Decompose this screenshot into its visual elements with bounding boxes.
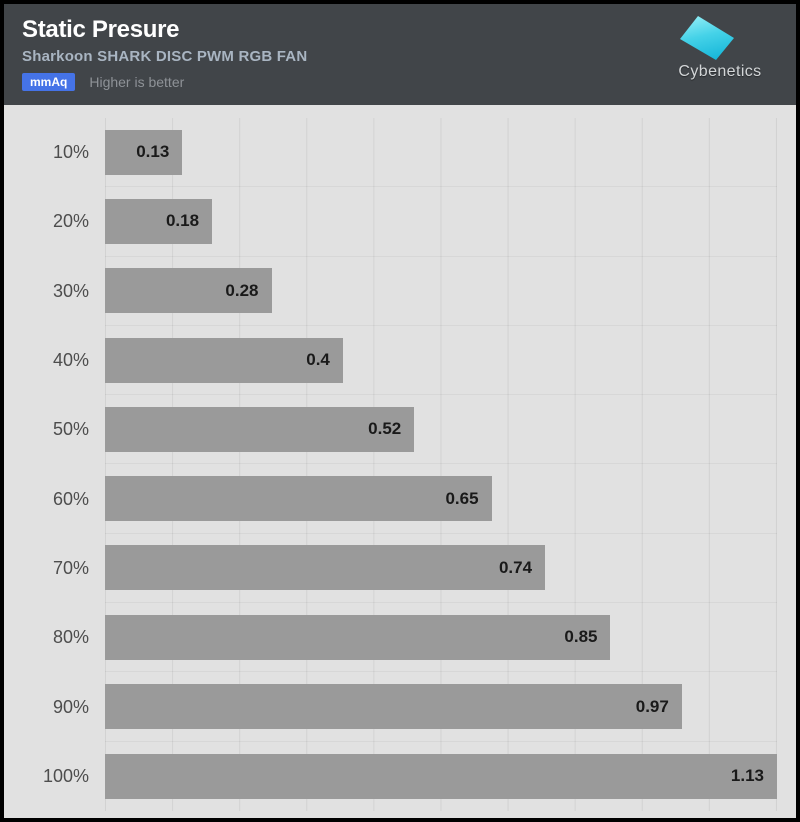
bar-value-label: 0.13 [136,142,170,162]
bar: 0.13 [105,129,183,175]
page-title: Static Presure [22,16,180,43]
row-plot: 0.97 [105,672,777,742]
bar: 0.52 [105,406,415,452]
bar: 0.28 [105,268,272,314]
bar-value-label: 0.28 [225,280,259,300]
badge-row: mmAq Higher is better [22,73,776,92]
bar-value-label: 0.52 [368,419,402,439]
chart-area: 10% 0.13 20% 0.18 30% 0.28 40% 0.4 50% 0.52 60% 0.6… [4,105,796,818]
category-label: 100% [42,765,89,786]
bar: 0.4 [105,337,343,383]
category-label: 70% [52,557,89,578]
row-plot: 0.18 [105,187,777,257]
cybenetics-logo: Cybenetics [668,14,772,81]
chart-row: 70% 0.74 [4,534,777,604]
category-label: 60% [52,488,89,509]
higher-is-better-note: Higher is better [89,74,185,91]
chart-row: 30% 0.28 [4,257,777,326]
row-plot: 1.13 [105,742,777,811]
row-plot: 0.4 [105,326,777,396]
row-plot: 0.65 [105,464,777,534]
chart-row: 50% 0.52 [4,395,777,465]
chart-row: 80% 0.85 [4,603,777,673]
chart-row: 100% 1.13 [4,742,777,811]
cybenetics-logo-text: Cybenetics [678,63,762,80]
bar-value-label: 0.74 [498,557,533,577]
category-label: 10% [52,142,89,163]
chart-header: Static Presure Sharkoon SHARK DISC PWM R… [4,4,796,105]
bar: 0.97 [105,684,682,730]
chart-row: 90% 0.97 [4,672,777,742]
bar: 0.65 [105,476,492,522]
category-label: 30% [52,280,89,301]
category-label: 80% [52,627,89,648]
chart-subtitle: Sharkoon SHARK DISC PWM RGB FAN [22,48,308,66]
chart-row: 20% 0.18 [4,187,777,257]
chart-rows: 10% 0.13 20% 0.18 30% 0.28 40% 0.4 50% 0.52 60% 0.6… [4,118,777,811]
chart-row: 60% 0.65 [4,464,777,534]
row-plot: 0.28 [105,257,777,326]
row-plot: 0.13 [105,118,777,188]
bar: 0.85 [105,614,611,660]
chart-row: 40% 0.4 [4,326,777,396]
bar-value-label: 0.65 [445,488,479,508]
row-plot: 0.52 [105,395,777,465]
bar-value-label: 0.18 [165,211,200,231]
category-label: 40% [52,350,89,371]
bar: 0.18 [105,198,213,244]
category-label: 50% [52,419,89,440]
bar-value-label: 0.4 [306,350,330,370]
category-label: 20% [52,211,89,232]
category-label: 90% [52,696,89,717]
bar-value-label: 0.85 [564,627,598,647]
bar-value-label: 0.97 [635,696,669,716]
bar: 1.13 [105,753,777,799]
cybenetics-logo-icon [680,14,736,61]
unit-badge: mmAq [22,73,76,92]
bar: 0.74 [105,545,546,591]
chart-row: 10% 0.13 [4,118,777,188]
row-plot: 0.74 [105,534,777,604]
row-plot: 0.85 [105,603,777,673]
bar-value-label: 1.13 [730,766,764,786]
